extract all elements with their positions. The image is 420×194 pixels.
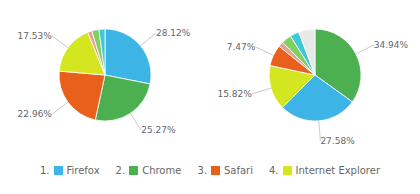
svg-text:22.96%: 22.96% (18, 109, 53, 119)
html-text:3.: 3. (197, 164, 207, 176)
svg-text:27.58%: 27.58% (320, 136, 355, 146)
html-text:Chrome: Chrome (142, 164, 182, 176)
html-text:4.: 4. (269, 164, 279, 176)
html-text:2.: 2. (115, 164, 126, 176)
svg-text:25.27%: 25.27% (141, 125, 176, 135)
svg-text:7.47%: 7.47% (227, 42, 256, 52)
html-text:Firefox: Firefox (66, 164, 100, 176)
svg-text:28.12%: 28.12% (156, 28, 191, 38)
html-text:Internet Explorer: Internet Explorer (295, 164, 380, 176)
svg-text:15.82%: 15.82% (217, 89, 252, 99)
html-text:1.: 1. (40, 164, 50, 176)
svg-text:34.94%: 34.94% (374, 40, 409, 50)
svg-text:17.53%: 17.53% (18, 31, 53, 41)
html-text:Safari: Safari (223, 164, 253, 176)
